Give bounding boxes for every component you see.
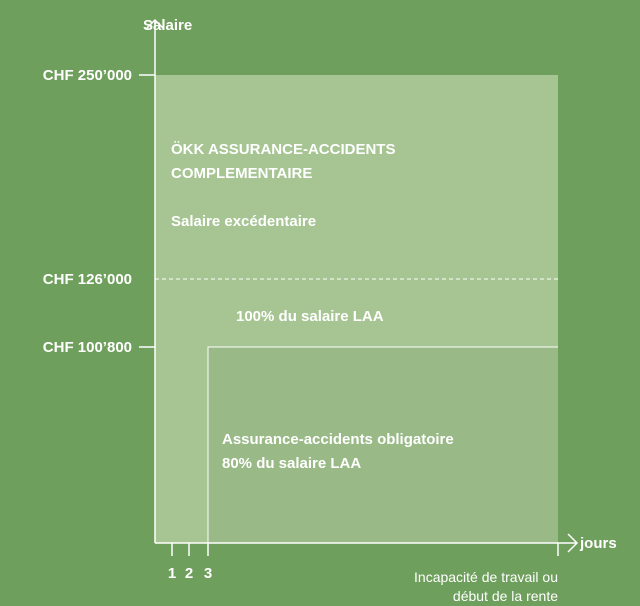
y-label: CHF 250’000 bbox=[43, 67, 132, 84]
x-label: 3 bbox=[204, 565, 212, 582]
x-label: 2 bbox=[185, 565, 193, 582]
x-end-label: Incapacité de travail ou bbox=[414, 569, 558, 585]
y-label: CHF 100’800 bbox=[43, 339, 132, 356]
x-end-label: début de la rente bbox=[453, 588, 558, 604]
x-label: 1 bbox=[168, 565, 176, 582]
region-label: 80% du salaire LAA bbox=[222, 455, 361, 472]
region-title: ÖKK ASSURANCE-ACCIDENTS bbox=[171, 141, 395, 158]
mandatory-area bbox=[208, 347, 558, 543]
axes bbox=[139, 18, 579, 556]
region-subtitle: Salaire excédentaire bbox=[171, 213, 316, 230]
x-axis-title: jours bbox=[579, 535, 617, 552]
region-label: 100% du salaire LAA bbox=[236, 308, 384, 325]
y-axis-title: Salaire bbox=[143, 17, 192, 34]
region-title: COMPLEMENTAIRE bbox=[171, 165, 312, 182]
region-label: Assurance-accidents obligatoire bbox=[222, 431, 454, 448]
y-label: CHF 126’000 bbox=[43, 271, 132, 288]
